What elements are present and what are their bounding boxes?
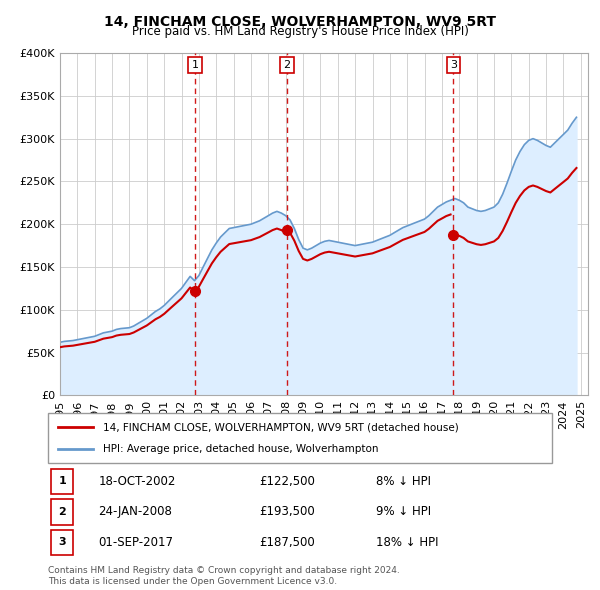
- Text: 9% ↓ HPI: 9% ↓ HPI: [376, 505, 431, 519]
- Text: 3: 3: [58, 537, 66, 548]
- Text: HPI: Average price, detached house, Wolverhampton: HPI: Average price, detached house, Wolv…: [103, 444, 379, 454]
- Text: Contains HM Land Registry data © Crown copyright and database right 2024.
This d: Contains HM Land Registry data © Crown c…: [48, 566, 400, 586]
- Text: 01-SEP-2017: 01-SEP-2017: [98, 536, 173, 549]
- Text: £187,500: £187,500: [260, 536, 316, 549]
- FancyBboxPatch shape: [50, 529, 73, 555]
- Text: Price paid vs. HM Land Registry's House Price Index (HPI): Price paid vs. HM Land Registry's House …: [131, 25, 469, 38]
- Text: 1: 1: [192, 60, 199, 70]
- Text: £122,500: £122,500: [260, 475, 316, 488]
- Text: 2: 2: [58, 507, 66, 517]
- Text: 18% ↓ HPI: 18% ↓ HPI: [376, 536, 438, 549]
- FancyBboxPatch shape: [50, 499, 73, 525]
- Text: 24-JAN-2008: 24-JAN-2008: [98, 505, 172, 519]
- Text: 3: 3: [450, 60, 457, 70]
- Text: 18-OCT-2002: 18-OCT-2002: [98, 475, 176, 488]
- Text: 14, FINCHAM CLOSE, WOLVERHAMPTON, WV9 5RT: 14, FINCHAM CLOSE, WOLVERHAMPTON, WV9 5R…: [104, 15, 496, 29]
- FancyBboxPatch shape: [48, 413, 552, 463]
- Text: 2: 2: [283, 60, 290, 70]
- Text: £193,500: £193,500: [260, 505, 316, 519]
- FancyBboxPatch shape: [50, 468, 73, 494]
- Text: 8% ↓ HPI: 8% ↓ HPI: [376, 475, 431, 488]
- Text: 1: 1: [58, 476, 66, 486]
- Text: 14, FINCHAM CLOSE, WOLVERHAMPTON, WV9 5RT (detached house): 14, FINCHAM CLOSE, WOLVERHAMPTON, WV9 5R…: [103, 422, 459, 432]
